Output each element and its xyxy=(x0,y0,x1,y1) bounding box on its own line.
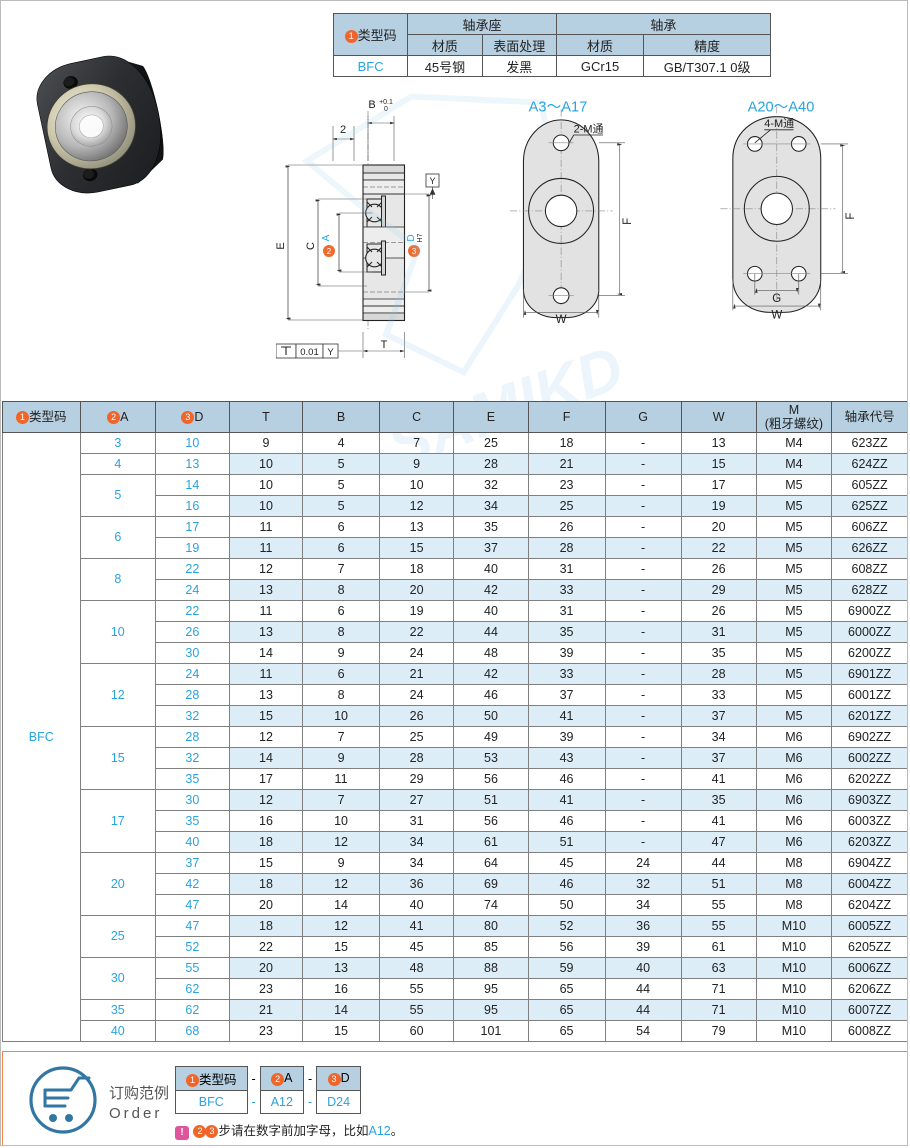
svg-text:B: B xyxy=(368,99,375,111)
svg-text:G: G xyxy=(772,293,781,305)
svg-text:C: C xyxy=(305,242,317,250)
svg-text:+0.1: +0.1 xyxy=(379,99,393,106)
svg-text:0: 0 xyxy=(384,106,388,113)
svg-text:F: F xyxy=(622,218,634,225)
svg-text:3: 3 xyxy=(412,247,417,256)
svg-text:A20～A40: A20～A40 xyxy=(748,101,815,115)
svg-text:0.01: 0.01 xyxy=(300,347,319,358)
svg-text:2-M通: 2-M通 xyxy=(574,122,604,135)
svg-text:2: 2 xyxy=(327,247,332,256)
svg-text:T: T xyxy=(381,339,388,351)
svg-text:Y: Y xyxy=(429,176,435,186)
svg-text:Order: Order xyxy=(109,1105,162,1122)
svg-text:H7: H7 xyxy=(417,233,424,242)
svg-text:2: 2 xyxy=(340,124,346,136)
svg-text:W: W xyxy=(556,314,567,326)
svg-text:E: E xyxy=(276,242,287,249)
svg-text:A3～A17: A3～A17 xyxy=(529,101,588,115)
svg-text:订购范例: 订购范例 xyxy=(109,1085,169,1102)
svg-text:4-M通: 4-M通 xyxy=(764,117,794,130)
svg-text:F: F xyxy=(845,213,857,220)
svg-text:D: D xyxy=(406,234,417,241)
svg-text:W: W xyxy=(771,310,782,322)
svg-text:Y: Y xyxy=(327,347,334,358)
svg-text:A: A xyxy=(321,234,332,241)
